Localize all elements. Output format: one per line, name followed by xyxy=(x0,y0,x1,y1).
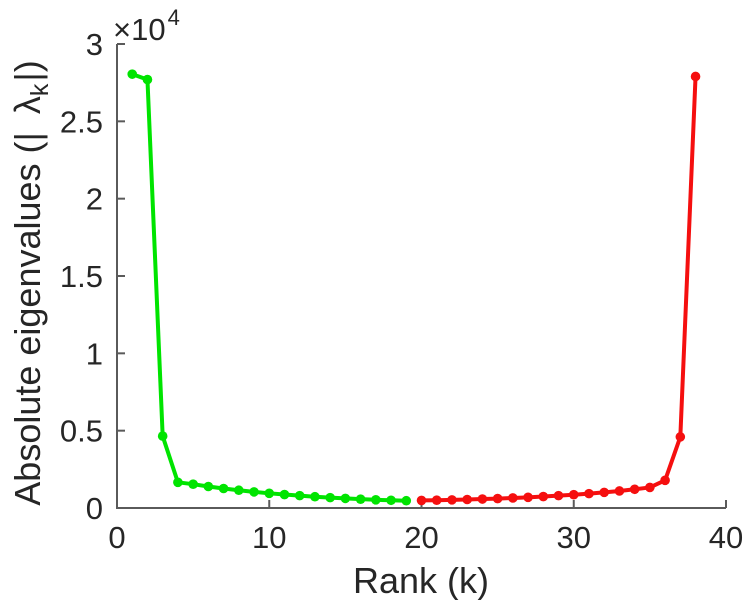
eigenvalues-rank-20-38-marker xyxy=(477,494,488,504)
eigenvalues-rank-20-38-marker xyxy=(568,489,579,500)
eigenvalues-rank-1-19-marker xyxy=(371,495,381,505)
eigenvalues-rank-20-38-marker xyxy=(553,490,564,501)
eigenvalues-rank-20-38-marker xyxy=(538,491,549,502)
eigenvalues-rank-20-38-marker xyxy=(447,495,457,505)
eigenvalues-rank-1-19-marker xyxy=(294,490,305,501)
y-axis-exponent-label: ×104 xyxy=(113,5,180,47)
eigenvalues-rank-20-38-marker xyxy=(431,495,442,505)
eigenvalues-rank-20-38-marker xyxy=(508,493,518,503)
eigenvalues-rank-20-38-marker xyxy=(492,493,503,504)
x-tick-label: 40 xyxy=(709,520,743,555)
eigenvalues-rank-1-19-marker xyxy=(401,495,412,506)
eigenvalues-rank-1-19-marker xyxy=(234,485,244,496)
y-tick-label: 2.5 xyxy=(60,104,103,139)
eigenvalues-rank-20-38-marker xyxy=(416,495,427,506)
eigenvalues-rank-20-38-marker xyxy=(645,482,655,493)
x-tick-label: 20 xyxy=(404,520,438,555)
eigenvalues-rank-20-38-marker xyxy=(690,71,701,82)
y-tick-label: 1 xyxy=(86,336,103,371)
y-tick-label: 3 xyxy=(86,27,103,62)
eigenvalues-rank-20-38-marker xyxy=(523,492,533,503)
eigenvalues-rank-1-19-marker xyxy=(249,487,259,497)
eigenvalues-rank-20-38-marker xyxy=(599,487,609,498)
eigenvalues-rank-20-38-marker xyxy=(675,432,686,442)
x-tick-label: 0 xyxy=(108,520,125,555)
eigenvalues-rank-20-38-marker xyxy=(629,484,640,495)
y-tick-label: 0.5 xyxy=(60,414,103,449)
eigenvalues-rank-1-19-marker xyxy=(264,488,275,499)
x-tick-label: 30 xyxy=(557,520,591,555)
eigenvalues-rank-1-19-marker xyxy=(188,479,198,489)
eigenvalues-rank-1-19-marker xyxy=(279,489,290,500)
y-axis-label: Absolute eigenvalues (|λk|) xyxy=(7,60,54,505)
eigenvalues-rank-1-19-marker xyxy=(355,494,366,504)
eigenvalues-rank-1-19-marker xyxy=(127,69,138,79)
eigenvalues-rank-20-38-marker xyxy=(584,488,594,499)
eigenvalues-rank-1-19-marker xyxy=(142,74,153,85)
eigenvalues-rank-1-19-marker xyxy=(218,483,229,494)
y-tick-label: 0 xyxy=(86,491,103,526)
y-tick-label: 1.5 xyxy=(60,259,103,294)
y-tick-label: 2 xyxy=(86,182,103,217)
eigenvalues-rank-1-19-marker xyxy=(310,491,320,502)
x-tick-label: 10 xyxy=(252,520,286,555)
eigenvalues-rank-20-38-line xyxy=(419,74,698,503)
eigenvalues-rank-20-38-marker xyxy=(660,475,670,486)
eigenvalues-rank-20-38-marker xyxy=(614,486,625,496)
x-axis-label: Rank (k) xyxy=(353,560,489,600)
eigenvalues-rank-1-19-marker xyxy=(157,431,168,441)
eigenvalues-rank-1-19-line xyxy=(130,72,409,503)
eigenvalues-rank-1-19-marker xyxy=(203,481,214,492)
eigenvalues-rank-1-19-marker xyxy=(340,493,351,504)
eigenvalues-rank-1-19-marker xyxy=(325,492,335,503)
eigenvalues-rank-20-38-marker xyxy=(462,494,472,505)
eigenvalues-rank-1-19-marker xyxy=(173,477,183,488)
eigenvalues-rank-1-19-marker xyxy=(386,495,396,506)
data-series xyxy=(127,69,701,506)
axes: 0 10 20 30 40 0 0.5 1 1.5 2 2.5 3 xyxy=(60,27,743,555)
